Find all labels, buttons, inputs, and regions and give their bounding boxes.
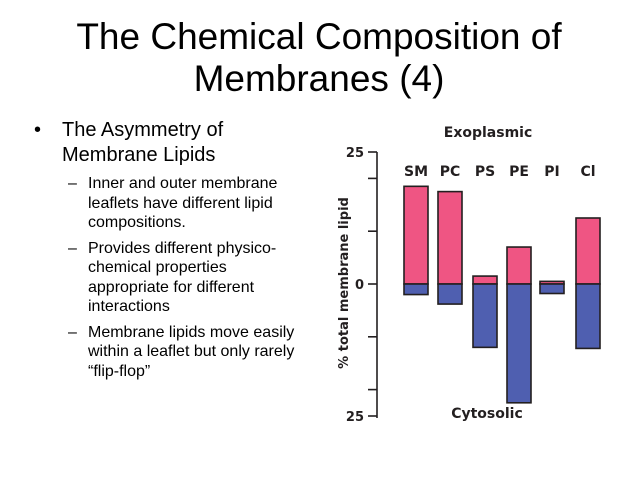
bar-cytosolic-cl (575, 283, 601, 350)
bar-cytosolic-pe (506, 283, 532, 404)
bar-cytosolic-pc (437, 283, 463, 305)
bars (403, 185, 601, 404)
bar-exoplasmic-cl (575, 217, 601, 285)
bar-exoplasmic-pe (506, 246, 532, 285)
bar-exoplasmic-pc (437, 190, 463, 285)
category-labels: SM PC PS PE PI Cl (404, 164, 596, 180)
sub-bullet-item-3: Membrane lipids move easily within a lea… (62, 323, 305, 382)
bullet-item: The Asymmetry of Membrane Lipids Inner a… (30, 118, 305, 381)
lipid-asymmetry-chart: Exoplasmic Cytosolic % total membrane li… (337, 125, 601, 425)
bar-cytosolic-ps (472, 283, 498, 349)
bar-cytosolic-pi (539, 283, 565, 295)
bar-exoplasmic-sm (403, 185, 429, 285)
y-tick-label: 25 (346, 410, 364, 425)
bar-cytosolic-sm (403, 283, 429, 296)
category-label-cl: Cl (580, 164, 595, 180)
category-label-ps: PS (475, 164, 495, 180)
cytosolic-label: Cytosolic (451, 406, 523, 422)
slide-title-line-2: Membranes (4) (193, 58, 445, 99)
category-label-pc: PC (440, 164, 461, 180)
y-tick-label: 25 (346, 146, 364, 161)
y-axis-ticks: 25 0 25 (346, 146, 377, 425)
slide-title-line-1: The Chemical Composition of (76, 16, 562, 57)
slide-title: The Chemical Composition of Membranes (4… (30, 16, 608, 100)
sub-bullet-item-2: Provides different physico-chemical prop… (62, 239, 305, 317)
exoplasmic-label: Exoplasmic (444, 125, 533, 141)
category-label-sm: SM (404, 164, 428, 180)
bullet-text: The Asymmetry of Membrane Lipids (62, 119, 224, 166)
sub-bullet-list: Inner and outer membrane leaflets have d… (62, 174, 305, 381)
bar-exoplasmic-ps (472, 275, 498, 285)
sub-bullet-item-1: Inner and outer membrane leaflets have d… (62, 174, 305, 233)
y-tick-label: 0 (355, 278, 364, 293)
category-label-pe: PE (509, 164, 529, 180)
category-label-pi: PI (544, 164, 559, 180)
y-axis-label: % total membrane lipid (337, 197, 352, 369)
bullet-list: The Asymmetry of Membrane Lipids Inner a… (30, 118, 305, 387)
